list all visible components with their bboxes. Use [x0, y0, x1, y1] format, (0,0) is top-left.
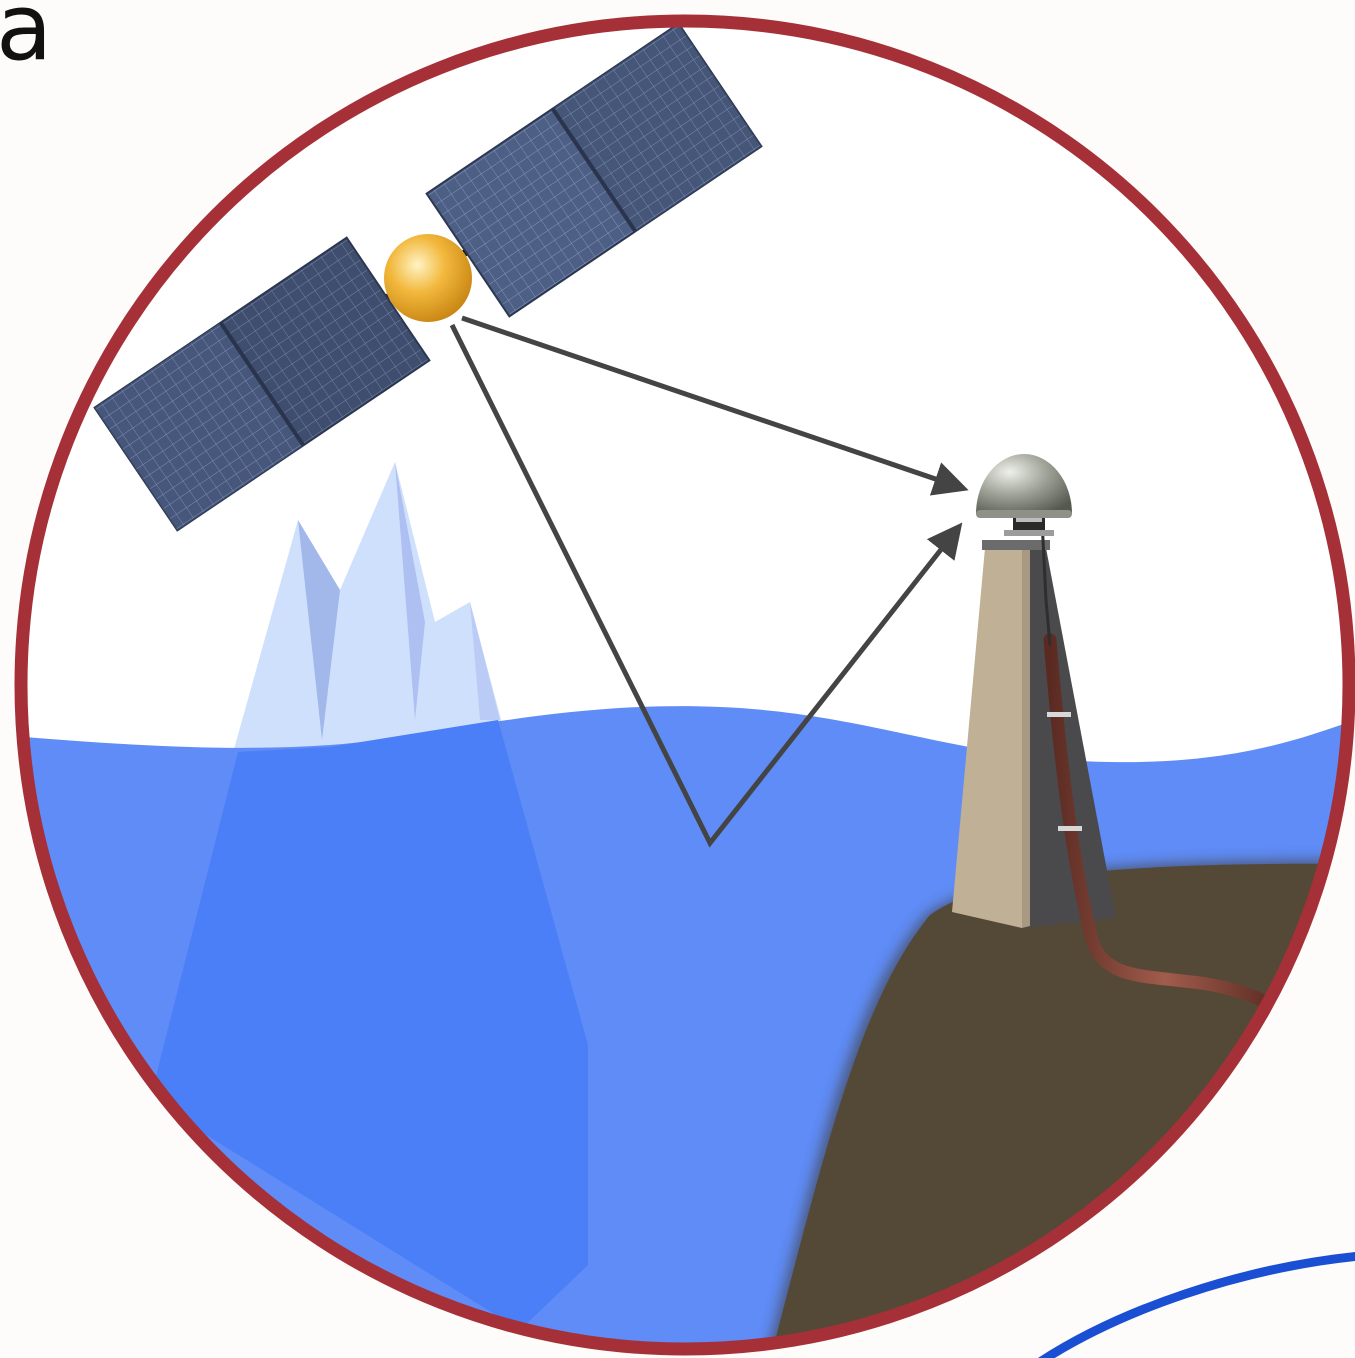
direct-signal-arrow [461, 315, 969, 496]
satellite-icon [93, 22, 763, 532]
antenna-wire [1040, 519, 1052, 646]
adjacent-panel-arc [1037, 1252, 1355, 1358]
monument-pillar-icon [952, 540, 1116, 928]
iceberg-submerged [150, 720, 588, 1330]
cable-clamp [1047, 712, 1071, 717]
antenna-cable [1043, 633, 1287, 1017]
reflected-signal-arrow [449, 323, 963, 848]
signal-paths [449, 315, 969, 848]
circle-frame [14, 14, 1355, 1356]
panel-label: a [0, 0, 53, 81]
gnss-antenna-icon [976, 454, 1072, 536]
cable-clamp [1058, 826, 1082, 831]
